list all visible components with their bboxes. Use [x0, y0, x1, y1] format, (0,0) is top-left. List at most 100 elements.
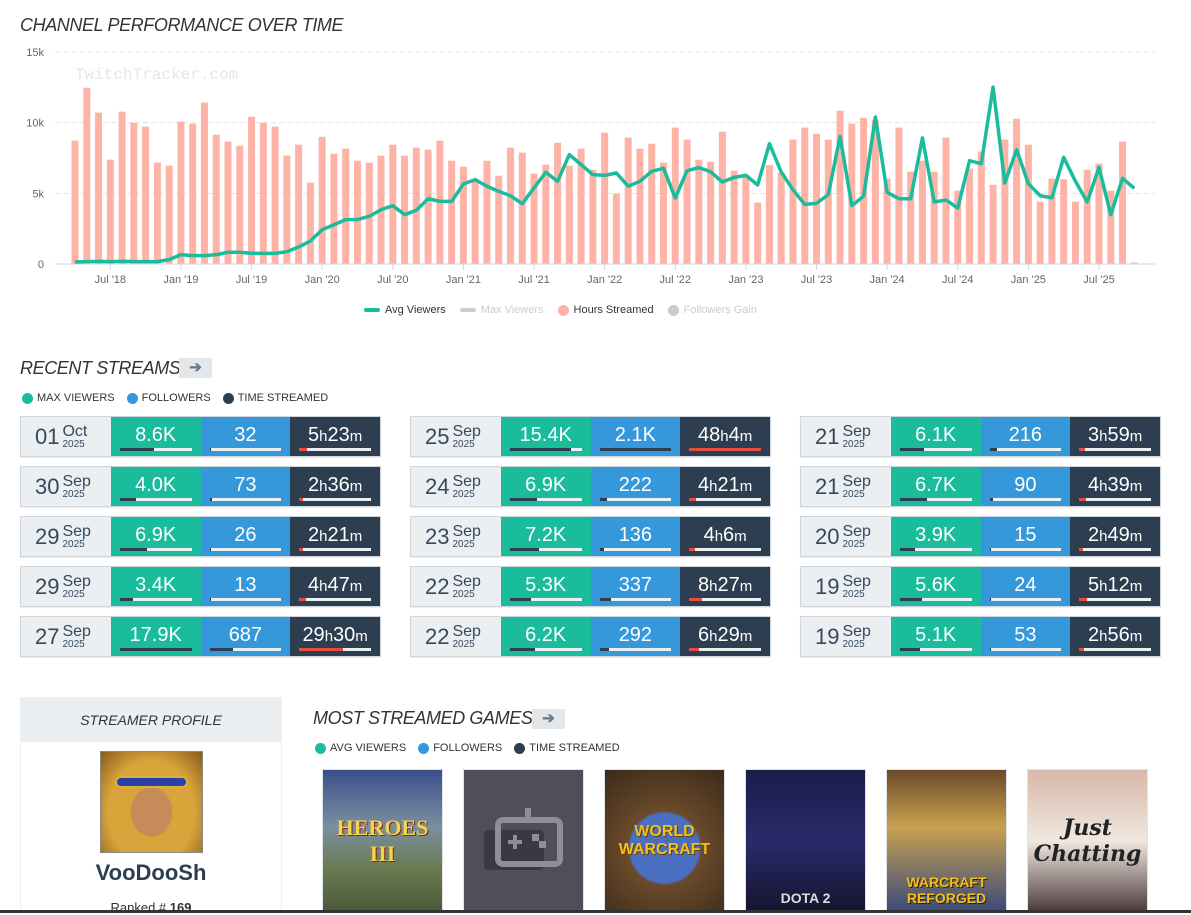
max-viewers-value: 3.4K [135, 574, 176, 596]
max-viewers-cell: 4.0K [111, 467, 201, 506]
x-tick-label: Jan '19 [163, 274, 198, 285]
followers-bar [990, 648, 1062, 651]
legend-item[interactable]: Followers Gain [668, 304, 757, 316]
time-streamed-bar [299, 498, 371, 501]
x-tick-label: Jan '20 [305, 274, 340, 285]
time-streamed-value: 2h56m [1088, 624, 1142, 646]
followers-bar [210, 498, 282, 501]
legend-label: Followers Gain [684, 304, 757, 316]
hours-bar [919, 161, 926, 264]
stream-day: 20 [815, 524, 839, 550]
time-streamed-bar [1079, 598, 1151, 601]
hours-bar [107, 160, 114, 264]
max-viewers-value: 5.3K [525, 574, 566, 596]
stream-day: 21 [815, 474, 839, 500]
time-streamed-value: 8h27m [698, 574, 752, 596]
streamer-name[interactable]: VooDooSh [21, 860, 281, 886]
legend-item[interactable]: Hours Streamed [558, 304, 654, 316]
max-viewers-cell: 6.9K [111, 517, 201, 556]
game-tile[interactable]: Just Chatting [1027, 769, 1148, 913]
game-tile[interactable]: WORLD WARCRAFT [604, 769, 725, 913]
max-viewers-value: 3.9K [915, 524, 956, 546]
legend-item[interactable]: Max Viewers [460, 304, 544, 316]
hours-bar [283, 156, 290, 264]
hours-bar [695, 160, 702, 264]
hours-bar [260, 123, 267, 264]
stream-year: 2025 [842, 590, 870, 600]
stream-year: 2025 [62, 640, 90, 650]
games-more-button[interactable]: ➔ [532, 709, 565, 729]
followers-value: 13 [234, 574, 256, 596]
stream-year: 2025 [62, 540, 90, 550]
followers-value: 26 [234, 524, 256, 546]
game-tile[interactable]: DOTA 2 [745, 769, 866, 913]
hours-bar [119, 112, 126, 264]
followers-value: 292 [619, 624, 652, 646]
stream-day: 01 [35, 424, 59, 450]
most-streamed-games-title: MOST STREAMED GAMES [313, 708, 532, 729]
stream-day: 22 [425, 574, 449, 600]
x-tick-label: Jan '24 [870, 274, 905, 285]
followers-value: 687 [229, 624, 262, 646]
stream-year: 2025 [62, 590, 90, 600]
y-tick-label: 15k [26, 47, 44, 59]
time-streamed-value: 6h29m [698, 624, 752, 646]
followers-value: 216 [1009, 424, 1042, 446]
stream-month: Sep [842, 424, 870, 440]
x-tick-label: Jul '23 [801, 274, 832, 285]
time-streamed-cell: 5h23m [290, 417, 380, 456]
stream-year: 2025 [842, 490, 870, 500]
legend-item[interactable]: Avg Viewers [364, 304, 446, 316]
time-streamed-value: 4h21m [698, 474, 752, 496]
legend-line-icon [364, 308, 380, 312]
stream-day: 29 [35, 524, 59, 550]
recent-streams-title: RECENT STREAMS [20, 358, 180, 379]
game-tile[interactable]: HEROES III [322, 769, 443, 913]
time-streamed-cell: 2h36m [290, 467, 380, 506]
followers-cell: 90 [981, 467, 1071, 506]
game-tile[interactable] [463, 769, 584, 913]
followers-cell: 13 [201, 567, 291, 606]
followers-value: 73 [234, 474, 256, 496]
stream-month: Sep [62, 574, 90, 590]
followers-bar [600, 448, 672, 451]
hours-bar [1119, 142, 1126, 264]
max-viewers-bar [120, 448, 192, 451]
legend-item: FOLLOWERS [127, 392, 211, 404]
hours-bar [201, 103, 208, 264]
max-viewers-cell: 3.4K [111, 567, 201, 606]
max-viewers-bar [510, 598, 582, 601]
time-streamed-cell: 4h21m [680, 467, 770, 506]
legend-label: FOLLOWERS [142, 392, 211, 404]
chart-legend: Avg Viewers Max Viewers Hours Streamed Foll… [364, 304, 757, 316]
legend-dot-icon [223, 393, 234, 404]
recent-streams-more-button[interactable]: ➔ [179, 358, 212, 378]
max-viewers-value: 5.6K [915, 574, 956, 596]
hours-bar [601, 133, 608, 264]
game-tile[interactable]: WARCRAFT REFORGED [886, 769, 1007, 913]
max-viewers-bar [120, 548, 192, 551]
stream-day: 19 [815, 624, 839, 650]
followers-cell: 53 [981, 617, 1071, 656]
time-streamed-value: 5h23m [308, 424, 362, 446]
stream-year: 2025 [842, 640, 870, 650]
time-streamed-value: 2h21m [308, 524, 362, 546]
